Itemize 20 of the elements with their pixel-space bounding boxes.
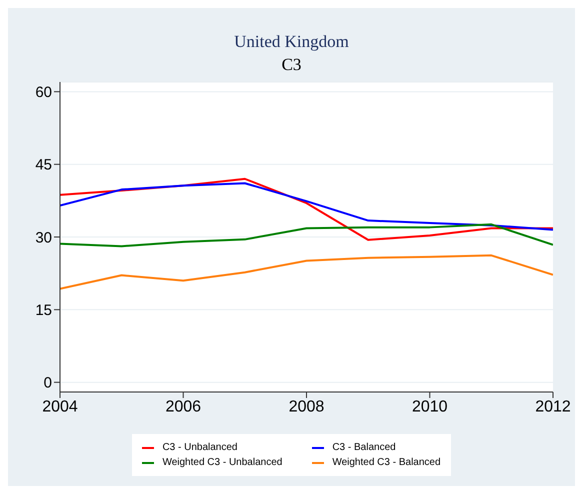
line-series <box>60 182 553 231</box>
y-tick-label: 30 <box>35 229 52 246</box>
x-tick-label: 2008 <box>288 398 324 416</box>
x-tick-label: 2010 <box>412 398 448 416</box>
line-series <box>60 223 553 248</box>
y-tick-label: 0 <box>44 374 52 392</box>
legend-label: Weighted C3 - Unbalanced <box>162 457 282 468</box>
x-tick-label: 2004 <box>42 398 78 416</box>
chart-subtitle: C3 <box>280 54 302 76</box>
x-tick-label: 2006 <box>165 398 202 416</box>
x-tick-label: 2012 <box>535 398 571 416</box>
legend-label: C3 - Unbalanced <box>162 442 238 453</box>
chart-title: United Kingdom <box>233 31 350 53</box>
y-tick-label: 45 <box>35 156 52 174</box>
line-series <box>60 254 553 290</box>
y-tick-label: 15 <box>35 302 52 319</box>
y-tick-label: 60 <box>35 84 52 102</box>
legend-label: C3 - Balanced <box>332 442 396 453</box>
line-series <box>60 178 553 241</box>
legend-label: Weighted C3 - Balanced <box>332 457 441 468</box>
